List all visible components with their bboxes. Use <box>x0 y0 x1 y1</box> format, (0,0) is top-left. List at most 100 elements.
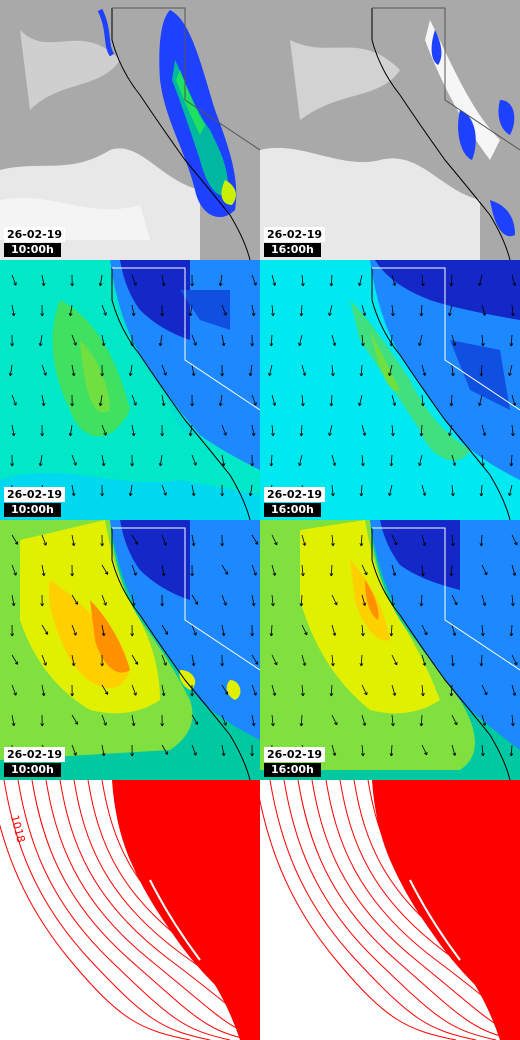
wind-arrowhead <box>101 632 106 637</box>
wind-arrowhead <box>271 433 275 437</box>
wind-arrowhead <box>163 662 167 666</box>
wind-arrow <box>451 714 458 726</box>
wind-arrow <box>511 594 514 606</box>
date-label: 26-02-19 <box>4 747 66 762</box>
wind-arrow <box>131 424 135 436</box>
wind-arrow <box>480 484 483 497</box>
wind-arrowhead <box>190 693 195 697</box>
wind-arrowhead <box>131 312 136 317</box>
wind-arrow <box>161 484 167 496</box>
wind-arrowhead <box>10 343 15 347</box>
wind-arrowhead <box>100 493 105 497</box>
pressure-map-2[interactable] <box>260 780 520 1040</box>
wind-arrow <box>361 594 366 606</box>
wind-arrow <box>251 654 259 665</box>
precip-map-1000[interactable]: 26-02-19 10:00h <box>0 0 260 260</box>
wind-arrow <box>451 484 454 496</box>
wind-arrow <box>271 534 278 546</box>
wind-arrow <box>451 624 456 636</box>
wind-arrowhead <box>454 721 458 726</box>
wind-arrowhead <box>40 313 45 317</box>
wind-arrow <box>301 364 306 376</box>
wind-arrowhead <box>514 541 518 546</box>
wind-arrowhead <box>101 752 106 757</box>
wind-arrow <box>41 624 49 635</box>
wind-arrowhead <box>40 433 45 437</box>
wind-arrow <box>221 304 227 316</box>
wind-arrow <box>331 334 336 346</box>
wind-arrow <box>391 274 396 286</box>
wind-arrow <box>391 594 394 606</box>
wind-arrowhead <box>331 373 335 377</box>
wind-arrow <box>161 364 167 376</box>
wind-arrowhead <box>362 722 367 726</box>
state-border <box>112 527 260 671</box>
gust-map-1000[interactable]: 26-02-19 10:00h <box>0 520 260 780</box>
wind-arrow <box>360 654 363 667</box>
wind-arrowhead <box>134 541 139 545</box>
wind-arrow <box>358 394 363 406</box>
wind-arrow <box>99 394 103 406</box>
wind-arrowhead <box>41 692 46 697</box>
wind-arrowhead <box>358 282 362 286</box>
wind-arrow <box>191 654 195 666</box>
gust-map-1600[interactable]: 26-02-19 16:00h <box>260 520 520 780</box>
wind-arrow <box>481 564 488 576</box>
wind-arrow <box>11 534 19 545</box>
wind-arrowhead <box>100 373 105 377</box>
pressure-map-1[interactable]: 1018 <box>0 780 260 1040</box>
wind-arrowhead <box>190 573 195 577</box>
wind-arrow <box>421 394 424 406</box>
wind-arrowhead <box>511 313 515 317</box>
wind-arrowhead <box>509 753 514 757</box>
wind-arrowhead <box>130 753 135 757</box>
wind-map-1600[interactable]: 26-02-19 16:00h <box>260 260 520 520</box>
wind-arrowhead <box>512 692 517 696</box>
date-label: 26-02-19 <box>264 227 326 242</box>
time-label: 10:00h <box>4 503 61 517</box>
wind-arrow <box>391 534 398 546</box>
wind-map-1000[interactable]: 26-02-19 10:00h <box>0 260 260 520</box>
wind-arrow <box>331 534 334 546</box>
wind-arrow <box>131 594 135 606</box>
wind-arrowhead <box>160 603 165 607</box>
wind-arrowhead <box>419 433 424 437</box>
wind-arrowhead <box>190 283 195 287</box>
wind-arrow <box>131 534 139 545</box>
wind-arrow <box>71 334 77 346</box>
wind-arrow <box>451 534 454 546</box>
wind-arrowhead <box>134 661 139 665</box>
wind-arrow <box>129 364 133 376</box>
wind-arrow <box>451 594 458 606</box>
precip-map-1600[interactable]: 26-02-19 16:00h <box>260 0 520 260</box>
wind-arrow <box>391 654 398 666</box>
wind-arrow <box>251 684 257 696</box>
wind-arrow <box>418 454 423 466</box>
wind-arrowhead <box>271 723 275 727</box>
wind-arrow <box>271 684 276 696</box>
wind-arrowhead <box>224 571 229 575</box>
wind-arrowhead <box>130 463 135 467</box>
wind-arrowhead <box>274 661 278 666</box>
wind-arrowhead <box>449 403 454 407</box>
wind-arrowhead <box>191 542 196 547</box>
wind-arrows <box>268 274 517 497</box>
wind-arrowhead <box>250 633 255 637</box>
wind-arrowhead <box>508 372 512 376</box>
wind-arrow <box>390 454 393 467</box>
wind-arrow <box>221 594 227 606</box>
wind-arrowhead <box>332 632 337 636</box>
wind-arrowhead <box>272 402 277 406</box>
wind-arrowhead <box>220 663 225 667</box>
wind-arrow <box>448 424 453 436</box>
wind-arrowhead <box>512 572 517 576</box>
wind-arrowhead <box>361 463 365 467</box>
date-label: 26-02-19 <box>4 487 66 502</box>
wind-arrowhead <box>452 752 457 756</box>
wind-arrowhead <box>13 282 17 286</box>
isobar-line <box>269 780 477 1040</box>
wind-arrowhead <box>302 542 307 546</box>
wind-arrow <box>71 454 77 466</box>
wind-arrowhead <box>484 571 488 576</box>
wind-arrowhead <box>160 433 165 437</box>
